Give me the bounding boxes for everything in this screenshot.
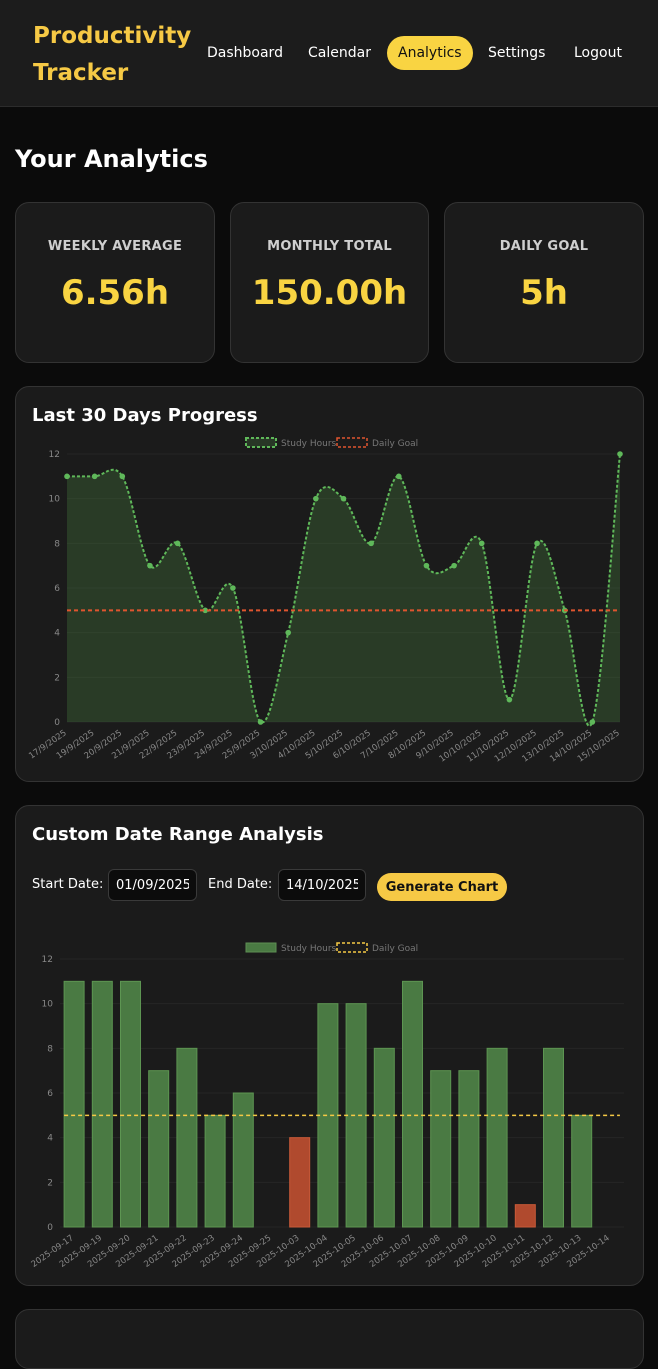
legend-swatch-study-hours xyxy=(245,942,277,953)
stat-card-monthly: MONTHLY TOTAL 150.00h xyxy=(230,202,429,363)
legend-swatch-daily-goal xyxy=(336,942,368,953)
end-date-input[interactable] xyxy=(278,869,366,901)
end-date-label: End Date: xyxy=(208,877,273,892)
legend-label-daily-goal: Daily Goal xyxy=(372,944,418,954)
y-tick-label: 12 xyxy=(49,450,60,460)
study-hours-point xyxy=(64,473,70,480)
study-hours-bar xyxy=(486,1047,508,1228)
top-header: Productivity Tracker Dashboard Calendar … xyxy=(0,0,658,107)
study-hours-point xyxy=(313,495,319,502)
study-hours-bar xyxy=(91,980,113,1228)
study-hours-point xyxy=(174,540,181,547)
study-hours-bar xyxy=(289,1137,311,1228)
nav-dashboard[interactable]: Dashboard xyxy=(207,45,283,61)
start-date-input[interactable] xyxy=(108,869,197,901)
start-date-label: Start Date: xyxy=(32,877,104,892)
study-hours-bar xyxy=(176,1047,198,1228)
study-hours-bar xyxy=(232,1092,254,1228)
progress-chart-card: Last 30 Days Progress Study Hours Daily G… xyxy=(15,386,644,782)
nav-settings[interactable]: Settings xyxy=(488,45,546,61)
study-hours-area xyxy=(67,454,620,727)
study-hours-point xyxy=(285,629,292,636)
y-tick-label: 8 xyxy=(47,1044,53,1054)
study-hours-point xyxy=(368,540,374,547)
stat-value: 5h xyxy=(520,273,568,313)
study-hours-point xyxy=(506,696,513,703)
study-hours-bar xyxy=(571,1114,593,1228)
y-tick-label: 2 xyxy=(47,1178,53,1188)
legend-label-daily-goal: Daily Goal xyxy=(372,439,418,449)
main-nav: Dashboard Calendar Analytics Settings Lo… xyxy=(190,36,658,70)
custom-range-card: Custom Date Range Analysis Start Date: E… xyxy=(15,805,644,1286)
stat-value: 6.56h xyxy=(60,273,170,313)
stat-card-weekly: WEEKLY AVERAGE 6.56h xyxy=(15,202,215,363)
custom-bar-chart: Study Hours Daily Goal0246810122025-09-17… xyxy=(30,942,624,1270)
study-hours-point xyxy=(147,562,153,569)
study-hours-point xyxy=(423,562,430,569)
study-hours-bar xyxy=(458,1070,480,1228)
legend-label-study-hours: Study Hours xyxy=(281,439,337,449)
section-title: Custom Date Range Analysis xyxy=(32,824,324,845)
study-hours-bar xyxy=(373,1047,395,1228)
next-section-card xyxy=(15,1309,644,1369)
generate-chart-button[interactable]: Generate Chart xyxy=(377,873,507,901)
y-tick-label: 6 xyxy=(47,1089,53,1099)
study-hours-point xyxy=(617,451,623,457)
y-tick-label: 0 xyxy=(47,1223,53,1233)
y-tick-label: 0 xyxy=(54,718,60,728)
stat-label: DAILY GOAL xyxy=(499,239,589,254)
study-hours-point xyxy=(91,473,98,480)
study-hours-bar xyxy=(317,1003,339,1228)
study-hours-bar xyxy=(63,980,85,1228)
nav-calendar[interactable]: Calendar xyxy=(308,45,371,61)
legend-swatch-study-hours xyxy=(245,437,277,448)
y-tick-label: 2 xyxy=(54,673,60,683)
legend-swatch-daily-goal xyxy=(336,437,368,448)
y-tick-label: 4 xyxy=(54,629,60,639)
section-title: Last 30 Days Progress xyxy=(32,405,258,426)
study-hours-point xyxy=(589,719,596,725)
stat-label: MONTHLY TOTAL xyxy=(267,239,392,254)
study-hours-bar xyxy=(430,1070,452,1228)
study-hours-point xyxy=(478,540,485,547)
study-hours-point xyxy=(202,607,209,614)
page-title: Your Analytics xyxy=(15,145,208,173)
study-hours-point xyxy=(534,540,540,547)
y-tick-label: 10 xyxy=(42,1000,54,1010)
app-title[interactable]: Productivity Tracker xyxy=(33,23,192,86)
nav-analytics[interactable]: Analytics xyxy=(387,36,473,70)
stat-label: WEEKLY AVERAGE xyxy=(47,239,183,254)
study-hours-bar xyxy=(514,1204,536,1228)
study-hours-point xyxy=(257,719,264,725)
study-hours-point xyxy=(396,473,402,480)
stat-value: 150.00h xyxy=(251,273,408,313)
study-hours-bar xyxy=(148,1070,170,1228)
stat-card-goal: DAILY GOAL 5h xyxy=(444,202,644,363)
y-tick-label: 12 xyxy=(42,955,53,965)
study-hours-bar xyxy=(204,1114,226,1228)
study-hours-point xyxy=(119,473,126,480)
progress-line-chart: Study Hours Daily Goal02468101217/9/20251… xyxy=(27,437,623,765)
study-hours-bar xyxy=(402,980,423,1228)
study-hours-point xyxy=(451,562,457,569)
y-tick-label: 10 xyxy=(49,495,61,505)
study-hours-bar xyxy=(543,1047,564,1228)
y-tick-label: 4 xyxy=(47,1134,53,1144)
y-tick-label: 6 xyxy=(54,584,60,594)
study-hours-point xyxy=(340,495,347,502)
y-tick-label: 8 xyxy=(54,539,60,549)
study-hours-bar xyxy=(345,1003,367,1228)
study-hours-bar xyxy=(120,980,141,1228)
study-hours-point xyxy=(230,585,236,591)
legend-label-study-hours: Study Hours xyxy=(281,944,337,954)
nav-logout[interactable]: Logout xyxy=(574,45,622,61)
